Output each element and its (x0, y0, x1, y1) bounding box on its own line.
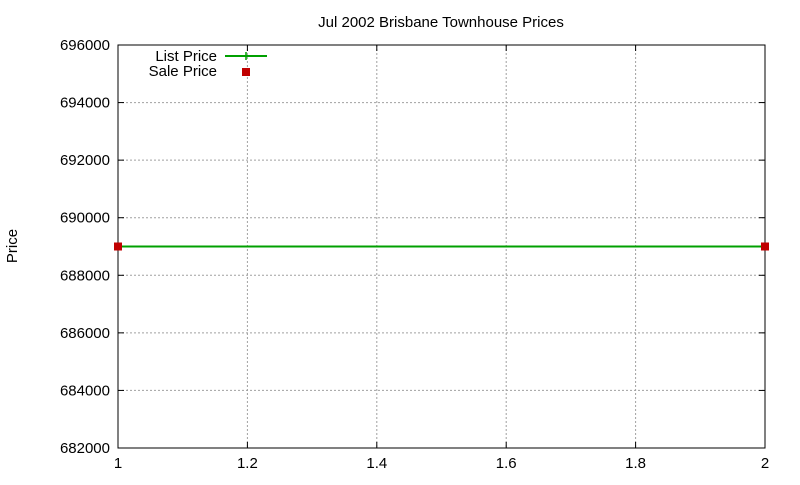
x-tick-label: 1.2 (237, 455, 258, 472)
x-tick-label: 1.8 (625, 455, 646, 472)
legend-label-list-price: List Price (155, 48, 217, 65)
series-point (114, 242, 122, 251)
y-axis-ticks: 682000 684000 686000 688000 690000 692000 6940… (60, 37, 765, 457)
y-tick-label: 694000 (60, 95, 110, 112)
x-axis-ticks: 1 1.2 1.4 1.6 1.8 2 (114, 45, 769, 472)
x-tick-label: 1.6 (496, 455, 517, 472)
y-axis-label: Price (4, 229, 21, 263)
y-tick-label: 692000 (60, 152, 110, 169)
y-tick-label: 688000 (60, 267, 110, 284)
x-tick-label: 2 (761, 455, 769, 472)
x-tick-label: 1 (114, 455, 122, 472)
y-tick-label: 690000 (60, 210, 110, 227)
series-point (761, 242, 769, 251)
y-tick-label: 696000 (60, 37, 110, 54)
legend: List Price Sale Price (149, 48, 267, 80)
legend-label-sale-price: Sale Price (149, 63, 217, 80)
data-series (114, 242, 769, 251)
y-tick-label: 686000 (60, 325, 110, 342)
chart-title: Jul 2002 Brisbane Townhouse Prices (318, 14, 564, 31)
y-tick-label: 682000 (60, 440, 110, 457)
legend-swatch-sale-price (242, 68, 250, 76)
y-tick-label: 684000 (60, 382, 110, 399)
x-tick-label: 1.4 (366, 455, 387, 472)
